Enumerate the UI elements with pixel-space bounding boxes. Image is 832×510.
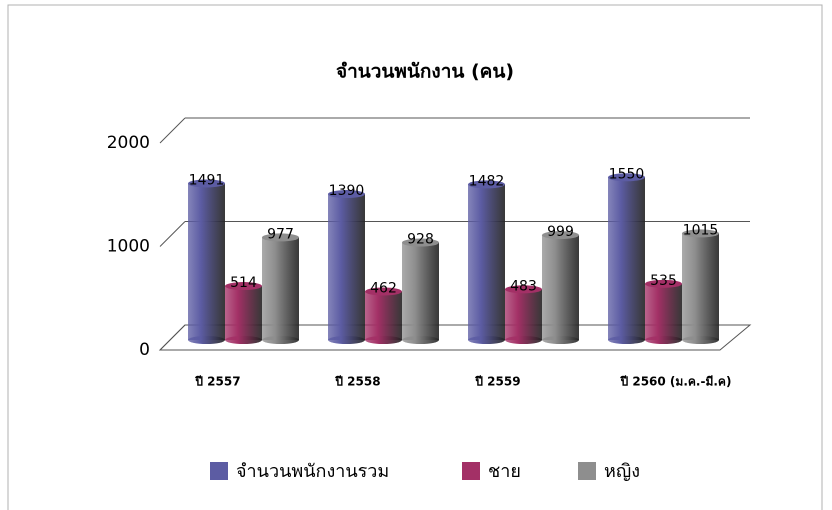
bar-top [328, 190, 365, 199]
bar-base [645, 336, 682, 344]
bar-base [225, 336, 262, 344]
data-label: 928 [407, 232, 434, 248]
data-label: 977 [267, 226, 294, 242]
bar-top [608, 173, 645, 182]
y-tick-label: 1000 [107, 237, 150, 257]
bar-base [365, 336, 402, 344]
bar-base [328, 336, 365, 344]
data-label: 462 [370, 280, 397, 296]
bar-top [225, 282, 262, 291]
data-label: 535 [650, 273, 677, 289]
x-tick-label: ปี 2557 [195, 375, 241, 389]
data-label: 999 [547, 224, 574, 240]
bar-top [505, 285, 542, 294]
bar-top [262, 233, 299, 242]
bar [225, 286, 262, 340]
grid-line [159, 117, 186, 144]
bar-base [608, 336, 645, 344]
legend-label: ชาย [488, 461, 521, 482]
bar-top [468, 180, 505, 189]
bar-base [402, 336, 439, 344]
data-label: 1482 [469, 173, 505, 189]
legend-swatch [578, 462, 596, 480]
bar [468, 184, 505, 340]
x-tick-label: ปี 2559 [475, 375, 521, 389]
data-label: 1390 [329, 183, 365, 199]
bar-base [468, 336, 505, 344]
y-tick-label: 0 [139, 340, 150, 360]
bar [402, 242, 439, 340]
chart-title: จำนวนพนักงาน (คน) [336, 61, 514, 83]
bar-base [188, 336, 225, 344]
bar [542, 235, 579, 340]
bar-top [188, 179, 225, 188]
bar [682, 233, 719, 340]
bar [608, 177, 645, 340]
data-label: 1491 [189, 172, 225, 188]
data-label: 1550 [609, 166, 645, 182]
legend-label: หญิง [604, 461, 640, 482]
bar [645, 283, 682, 340]
bar-top [645, 279, 682, 288]
data-label: 514 [230, 275, 257, 291]
grid-line [159, 324, 186, 351]
bar-base [505, 336, 542, 344]
bar-top [682, 229, 719, 238]
data-label: 1015 [683, 222, 719, 238]
bar-base [682, 336, 719, 344]
data-label: 483 [510, 278, 537, 294]
legend-swatch [462, 462, 480, 480]
legend-swatch [210, 462, 228, 480]
bar-top [365, 287, 402, 296]
bar [328, 194, 365, 340]
bar [505, 289, 542, 340]
bar [262, 237, 299, 340]
x-tick-label: ปี 2560 (ม.ค.-มี.ค) [620, 375, 731, 389]
bar-top [402, 238, 439, 247]
bar-base [262, 336, 299, 344]
bar [188, 183, 225, 340]
y-tick-label: 2000 [107, 133, 150, 153]
bar [365, 291, 402, 340]
x-tick-label: ปี 2558 [335, 375, 381, 389]
grid-line [159, 221, 186, 247]
bar-top [542, 231, 579, 240]
legend-label: จำนวนพนักงานรวม [236, 461, 389, 482]
bar-base [542, 336, 579, 344]
